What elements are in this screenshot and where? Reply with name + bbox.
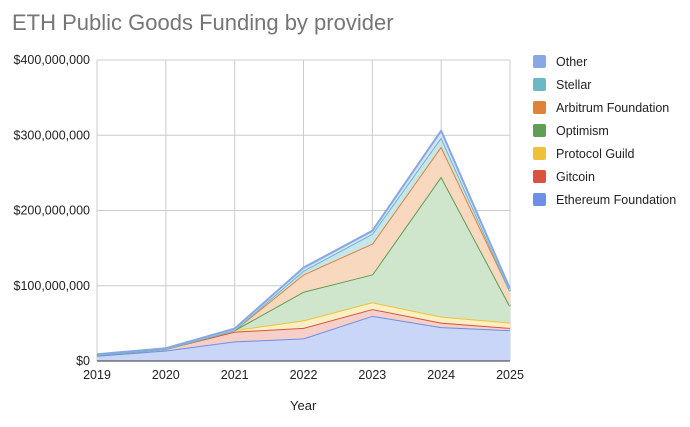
legend-swatch bbox=[533, 124, 546, 137]
x-tick-label: 2024 bbox=[427, 368, 455, 382]
legend-item: Gitcoin bbox=[533, 165, 676, 188]
legend-item: Protocol Guild bbox=[533, 142, 676, 165]
y-tick-label: $400,000,000 bbox=[14, 53, 91, 67]
legend-item: Stellar bbox=[533, 73, 676, 96]
legend-item: Optimism bbox=[533, 119, 676, 142]
legend-label: Arbitrum Foundation bbox=[556, 100, 670, 115]
area-protocol-guild bbox=[97, 302, 510, 355]
x-tick-label: 2025 bbox=[496, 368, 524, 382]
x-tick-label: 2021 bbox=[221, 368, 249, 382]
area-arbitrum-foundation bbox=[97, 146, 510, 355]
legend-swatch bbox=[533, 193, 546, 206]
line-other bbox=[96, 129, 511, 356]
legend-label: Optimism bbox=[556, 123, 609, 138]
legend-item: Other bbox=[533, 50, 676, 73]
legend-swatch bbox=[533, 55, 546, 68]
x-axis-label: Year bbox=[290, 398, 317, 413]
y-tick-label: $0 bbox=[76, 354, 90, 368]
legend-swatch bbox=[533, 147, 546, 160]
legend-label: Stellar bbox=[556, 77, 592, 92]
area-optimism bbox=[97, 176, 510, 355]
area-gitcoin bbox=[97, 309, 510, 356]
x-tick-label: 2019 bbox=[83, 368, 111, 382]
x-tick-label: 2022 bbox=[290, 368, 318, 382]
legend-label: Protocol Guild bbox=[556, 146, 635, 161]
legend-item: Arbitrum Foundation bbox=[533, 96, 676, 119]
y-tick-label: $300,000,000 bbox=[14, 128, 91, 142]
chart-legend: Other Stellar Arbitrum Foundation Optimism P… bbox=[533, 50, 676, 211]
legend-label: Gitcoin bbox=[556, 169, 595, 184]
legend-label: Other bbox=[556, 54, 588, 69]
legend-item: Ethereum Foundation bbox=[533, 188, 676, 211]
x-tick-label: 2020 bbox=[152, 368, 180, 382]
x-tick-label: 2023 bbox=[358, 368, 386, 382]
legend-swatch bbox=[533, 101, 546, 114]
area-stellar bbox=[97, 137, 510, 355]
y-tick-label: $200,000,000 bbox=[14, 204, 91, 218]
y-tick-label: $100,000,000 bbox=[14, 279, 91, 293]
chart-title: ETH Public Goods Funding by provider bbox=[12, 10, 394, 35]
legend-label: Ethereum Foundation bbox=[556, 192, 677, 207]
legend-swatch bbox=[533, 78, 546, 91]
legend-swatch bbox=[533, 170, 546, 183]
